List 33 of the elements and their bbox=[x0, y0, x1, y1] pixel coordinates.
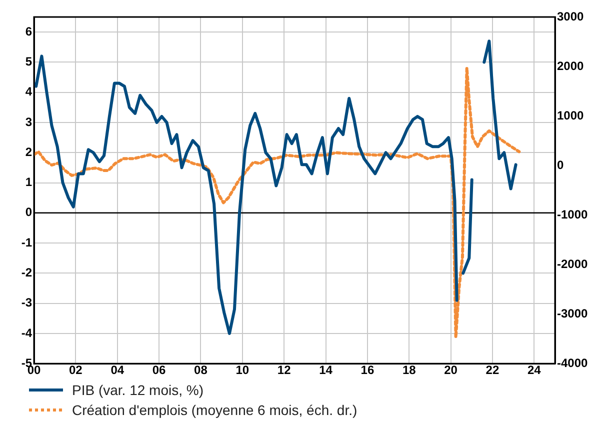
x-tick-label: 14 bbox=[319, 363, 333, 378]
y2-tick-label: -1000 bbox=[557, 207, 588, 222]
legend-label: Création d'emplois (moyenne 6 mois, éch. dr.) bbox=[72, 401, 358, 420]
y-tick-label: 0 bbox=[25, 205, 32, 220]
x-tick-label: 08 bbox=[194, 363, 208, 378]
x-tick-label: 22 bbox=[486, 363, 500, 378]
y2-tick-label: -2000 bbox=[557, 256, 588, 271]
legend-label: PIB (var. 12 mois, %) bbox=[72, 381, 204, 400]
y-tick-label: -4 bbox=[21, 326, 32, 340]
y-tick-label: -2 bbox=[21, 265, 32, 280]
y2-tick-label: -3000 bbox=[557, 306, 588, 320]
y-tick-label: -1 bbox=[21, 235, 32, 250]
y2-tick-label: -4000 bbox=[557, 356, 588, 370]
x-tick-label: 16 bbox=[360, 363, 374, 378]
y-tick-label: -3 bbox=[21, 296, 32, 310]
y2-tick-label: 0 bbox=[557, 158, 564, 172]
x-tick-label: 12 bbox=[277, 363, 292, 378]
x-tick-label: 04 bbox=[110, 363, 124, 378]
y2-tick-label: 3000 bbox=[557, 9, 584, 24]
x-tick-label: 06 bbox=[152, 363, 166, 378]
y-tick-label: 1 bbox=[25, 175, 32, 190]
y-tick-label: 6 bbox=[25, 24, 32, 38]
y-tick-label: 2 bbox=[25, 144, 32, 159]
y2-tick-label: 1000 bbox=[557, 108, 584, 122]
y2-tick-label: 2000 bbox=[557, 58, 584, 73]
y-tick-label: 3 bbox=[25, 114, 32, 129]
y-tick-label: 4 bbox=[25, 84, 32, 99]
x-tick-label: 20 bbox=[444, 363, 458, 378]
x-tick-label: 24 bbox=[527, 363, 542, 378]
x-tick-label: 18 bbox=[402, 363, 416, 378]
x-tick-label: 10 bbox=[236, 363, 250, 378]
x-tick-label: 02 bbox=[69, 363, 83, 378]
y-tick-label: 5 bbox=[25, 54, 32, 69]
